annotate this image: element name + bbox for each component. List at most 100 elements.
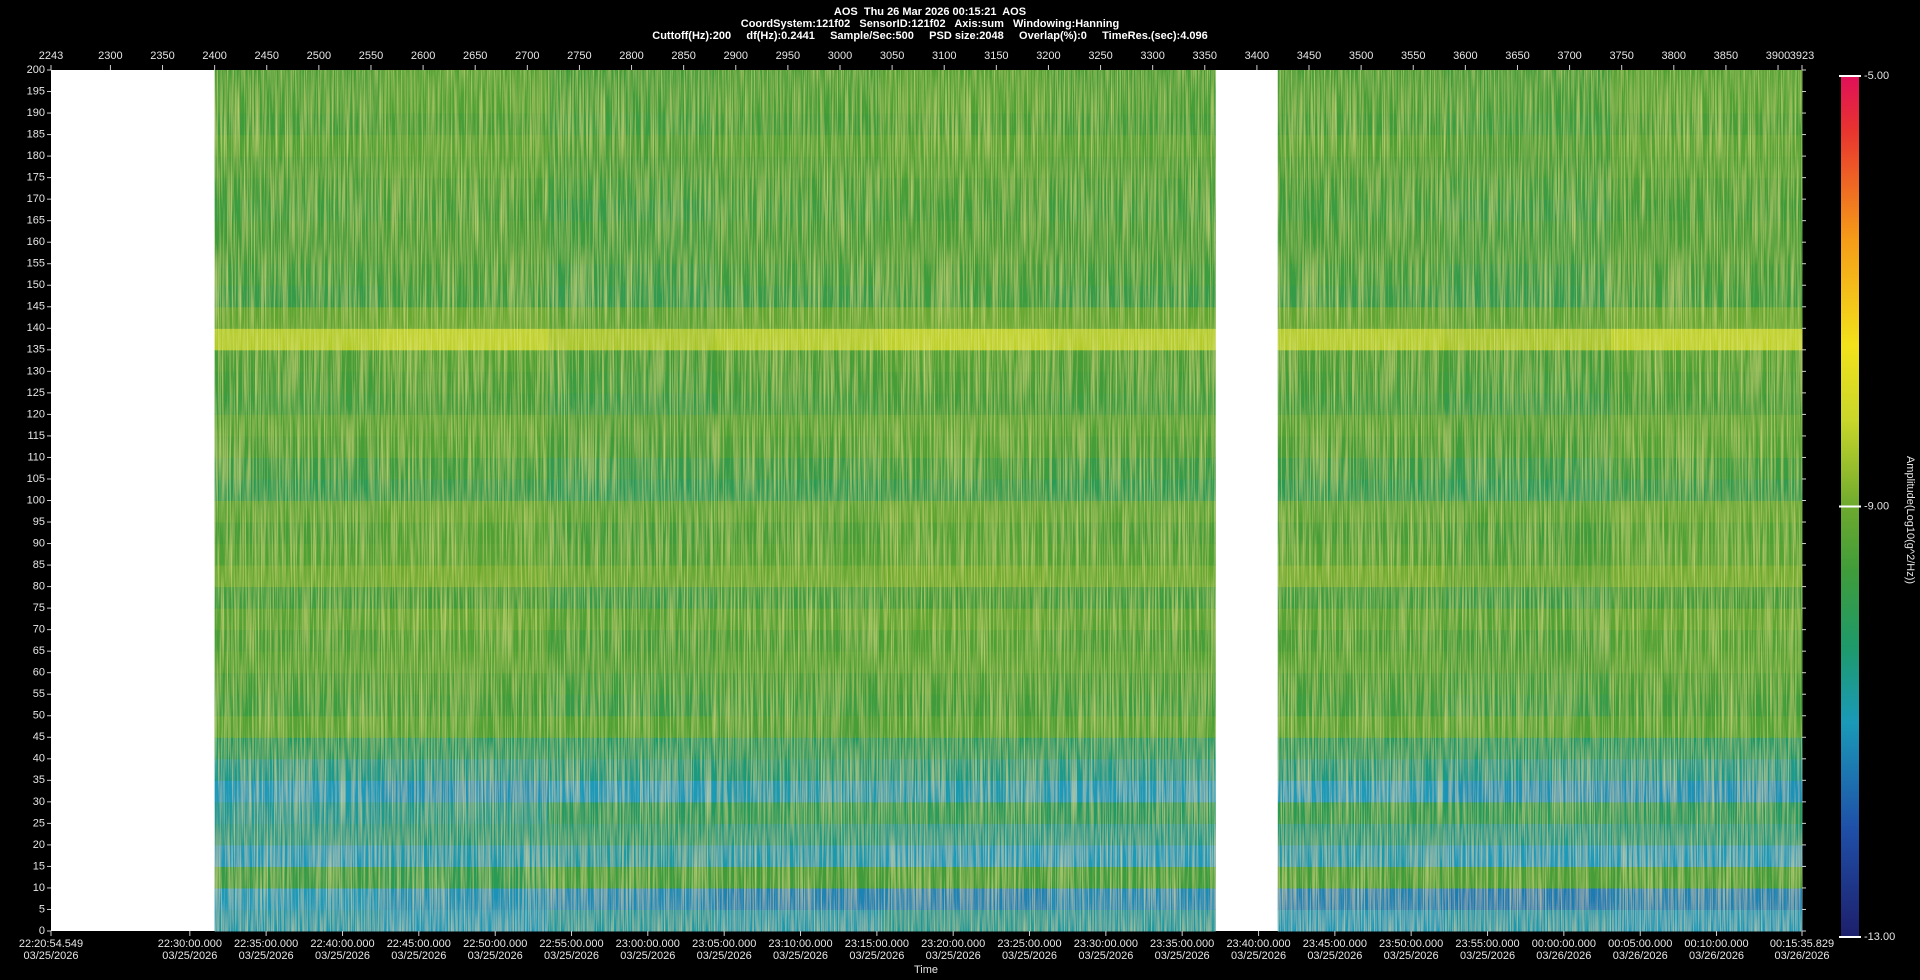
heatmap-cell <box>381 392 549 415</box>
heatmap-cell <box>1048 478 1216 501</box>
heatmap-cell <box>881 737 1049 760</box>
heatmap-cell <box>1611 199 1803 222</box>
x-tick-label: 3750 <box>1609 50 1633 62</box>
y-tick-label: 120 <box>27 408 45 420</box>
y-tick-label: 125 <box>27 387 45 399</box>
y-tick-label: 150 <box>27 279 45 291</box>
heatmap-cell <box>381 608 549 631</box>
heatmap-cell <box>548 801 716 824</box>
heatmap-cell <box>1444 242 1612 265</box>
heatmap-cell <box>1444 435 1612 458</box>
heatmap-cell <box>881 608 1049 631</box>
heatmap-cell <box>381 543 549 566</box>
heatmap-cell <box>714 457 883 480</box>
heatmap-cell <box>214 801 382 824</box>
heatmap-cell <box>1444 866 1612 889</box>
heatmap-cell <box>881 328 1049 351</box>
heatmap-cell <box>1048 457 1216 480</box>
heatmap-cell <box>548 457 716 480</box>
heatmap-cell <box>1611 435 1803 458</box>
heatmap-cell <box>214 70 382 93</box>
time-tick-date: 03/25/2026 <box>23 950 78 962</box>
heatmap-cell <box>1611 263 1803 286</box>
heatmap-cell <box>1048 887 1216 910</box>
heatmap-cell <box>1444 328 1612 351</box>
heatmap-cell <box>714 909 883 932</box>
y-tick-label: 40 <box>33 753 45 765</box>
heatmap-cell <box>381 199 549 222</box>
time-tick-date: 03/25/2026 <box>1078 950 1133 962</box>
header-line: CoordSystem:121f02 SensorID:121f02 Axis:… <box>741 18 1119 30</box>
time-tick-label: 22:35:00.000 <box>234 938 298 950</box>
heatmap-cell <box>714 220 883 243</box>
heatmap-cell <box>1277 242 1446 265</box>
time-tick-label: 00:15:35.829 <box>1770 938 1834 950</box>
x-tick-label: 2400 <box>202 50 226 62</box>
heatmap-cell <box>548 823 716 846</box>
heatmap-cell <box>1048 565 1216 588</box>
heatmap-cell <box>881 651 1049 674</box>
heatmap-cell <box>548 392 716 415</box>
heatmap-cell <box>1444 715 1612 738</box>
y-tick-label: 130 <box>27 365 45 377</box>
heatmap-cell <box>714 500 883 523</box>
heatmap-cell <box>881 500 1049 523</box>
y-tick-label: 95 <box>33 516 45 528</box>
heatmap-cell <box>548 199 716 222</box>
heatmap-cell <box>214 156 382 179</box>
heatmap-cell <box>1048 672 1216 695</box>
heatmap-cell <box>1048 844 1216 867</box>
time-tick-label: 00:10:00.000 <box>1684 938 1748 950</box>
heatmap-cell <box>1277 780 1446 803</box>
x-tick-label: 2650 <box>463 50 487 62</box>
heatmap-cell <box>1611 586 1803 609</box>
heatmap-cell <box>381 435 549 458</box>
heatmap-cell <box>214 758 382 781</box>
heatmap-cell <box>548 500 716 523</box>
heatmap-cell <box>1444 371 1612 394</box>
heatmap-cell <box>548 608 716 631</box>
time-tick-label: 23:55:00.000 <box>1455 938 1519 950</box>
x-tick-label: 3600 <box>1453 50 1477 62</box>
colorbar-tick-label: -13.00 <box>1864 931 1895 943</box>
x-tick-label: 2600 <box>411 50 435 62</box>
x-tick-label: 3000 <box>828 50 852 62</box>
heatmap-cell <box>1444 651 1612 674</box>
heatmap-cell <box>548 113 716 136</box>
heatmap-cell <box>381 866 549 889</box>
heatmap-cell <box>1048 349 1216 372</box>
heatmap-cell <box>381 522 549 545</box>
y-tick-label: 60 <box>33 667 45 679</box>
heatmap-cell <box>1611 134 1803 157</box>
heatmap-cell <box>214 306 382 329</box>
heatmap-cell <box>214 694 382 717</box>
heatmap-cell <box>714 134 883 157</box>
heatmap-cell <box>381 909 549 932</box>
time-tick-date: 03/25/2026 <box>926 950 981 962</box>
time-tick-label: 23:35:00.000 <box>1150 938 1214 950</box>
heatmap-cell <box>714 608 883 631</box>
time-tick-date: 03/25/2026 <box>391 950 446 962</box>
y-tick-label: 20 <box>33 839 45 851</box>
y-tick-label: 5 <box>39 903 45 915</box>
heatmap-cell <box>714 543 883 566</box>
heatmap-cell <box>381 242 549 265</box>
heatmap-cell <box>381 887 549 910</box>
heatmap-cell <box>881 306 1049 329</box>
time-tick-label: 22:50:00.000 <box>463 938 527 950</box>
heatmap-cell <box>214 199 382 222</box>
heatmap-cell <box>1444 758 1612 781</box>
heatmap-cell <box>1048 629 1216 652</box>
heatmap-cell <box>1048 651 1216 674</box>
heatmap-cell <box>381 823 549 846</box>
heatmap-cell <box>214 887 382 910</box>
heatmap-cell <box>714 199 883 222</box>
x-tick-label: 3300 <box>1140 50 1164 62</box>
heatmap-cell <box>714 844 883 867</box>
heatmap-cell <box>381 478 549 501</box>
heatmap-cell <box>1444 306 1612 329</box>
y-tick-label: 70 <box>33 624 45 636</box>
heatmap-cell <box>1048 306 1216 329</box>
heatmap-cell <box>381 220 549 243</box>
heatmap-cell <box>1444 414 1612 437</box>
